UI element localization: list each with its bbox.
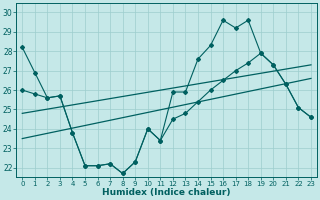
X-axis label: Humidex (Indice chaleur): Humidex (Indice chaleur) bbox=[102, 188, 231, 197]
